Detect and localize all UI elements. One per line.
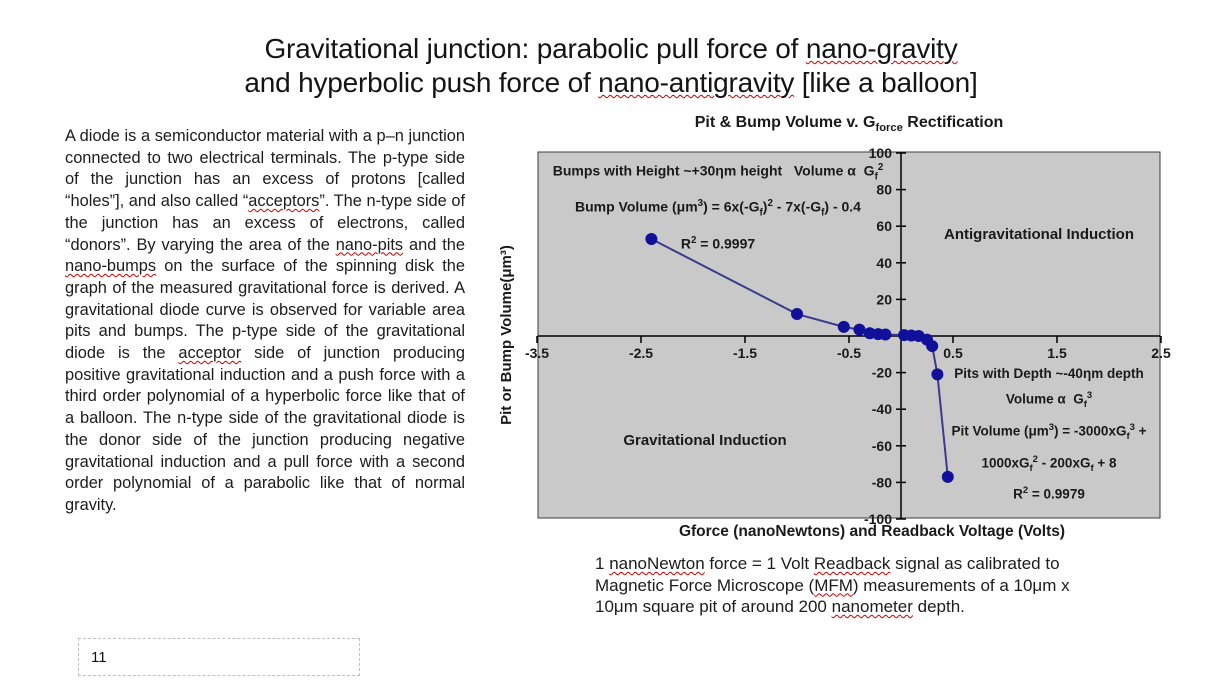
y-axis-title: Pit or Bump Volume(μm³) — [498, 245, 515, 425]
pits-annotation-line-2: Volume α Gf3 — [1005, 390, 1093, 411]
x-tick-label: 1.5 — [1047, 345, 1067, 361]
slide-number-placeholder: 11 — [78, 638, 360, 676]
data-point — [837, 320, 850, 333]
y-tick-label: -80 — [872, 474, 892, 490]
pits-annotation-line-3: Pit Volume (μm3) = -3000xGf3 + — [951, 422, 1147, 443]
data-point — [853, 323, 866, 336]
y-tick-label: 40 — [876, 255, 892, 271]
bumps-annotation-line-1: Bumps with Height ~+30ηm height Volume α… — [552, 162, 884, 183]
y-tick-label: 20 — [876, 291, 892, 307]
data-point — [879, 328, 892, 341]
data-point — [791, 308, 803, 321]
y-tick-label: 80 — [876, 182, 892, 198]
slide-title-line-1: Gravitational junction: parabolic pull f… — [264, 33, 958, 64]
x-tick-label: -3.5 — [525, 345, 549, 361]
y-tick-label: 60 — [876, 218, 892, 234]
body-paragraph: A diode is a semiconductor material with… — [65, 127, 465, 514]
x-tick-label: -0.5 — [837, 345, 861, 361]
data-point — [926, 340, 939, 353]
bumps-annotation-line-2: Bump Volume (μm3) = 6x(-Gf)2 - 7x(-Gf) -… — [575, 198, 861, 219]
data-point — [931, 368, 944, 381]
slide-number: 11 — [91, 648, 107, 666]
calibration-caption: 1 nanoNewton force = 1 Volt Readback sig… — [595, 554, 1070, 617]
x-axis-title: Gforce (nanoNewtons) and Readback Voltag… — [678, 523, 1066, 540]
plot-area — [537, 151, 1161, 519]
x-tick-label: 0.5 — [943, 345, 963, 361]
x-tick-label: -2.5 — [629, 345, 653, 361]
y-tick-label: -60 — [872, 438, 892, 454]
y-tick-label: -40 — [872, 401, 892, 417]
slide-title: Gravitational junction: parabolic pull f… — [0, 32, 1222, 100]
slide-title-line-2: and hyperbolic push force of nano-antigr… — [244, 67, 978, 98]
pits-annotation: Pits with Depth ~-40ηm depth Volume α Gf… — [930, 363, 1168, 506]
data-point — [645, 233, 658, 246]
chart: Pit & Bump Volume v. Gforce Rectificatio… — [480, 108, 1180, 545]
x-tick-label: -1.5 — [733, 345, 757, 361]
gravitational-region-label: Gravitational Induction — [623, 432, 787, 449]
pits-annotation-line-5: R2 = 0.9979 — [1013, 485, 1085, 502]
y-tick-label: -20 — [872, 365, 892, 381]
x-tick-label: 2.5 — [1151, 345, 1171, 361]
pits-annotation-line-4: 1000xGf2 - 200xGf + 8 — [981, 453, 1117, 474]
chart-title: Pit & Bump Volume v. Gforce Rectificatio… — [694, 114, 1004, 135]
y-tick-label: 100 — [869, 145, 893, 161]
bumps-annotation: Bumps with Height ~+30ηm height Volume α… — [540, 154, 896, 258]
data-point — [941, 470, 954, 483]
pits-annotation-line-1: Pits with Depth ~-40ηm depth — [954, 366, 1144, 381]
bumps-annotation-line-3: R2 = 0.9997 — [680, 234, 756, 252]
chart-plot: 100 80 60 40 20 -20 -40 -60 -80 -100 -3.5 -2.5 -1.5 -… — [525, 145, 1171, 527]
y-tick-label: -100 — [864, 511, 892, 527]
antigravitational-region-label: Antigravitational Induction — [944, 226, 1134, 243]
